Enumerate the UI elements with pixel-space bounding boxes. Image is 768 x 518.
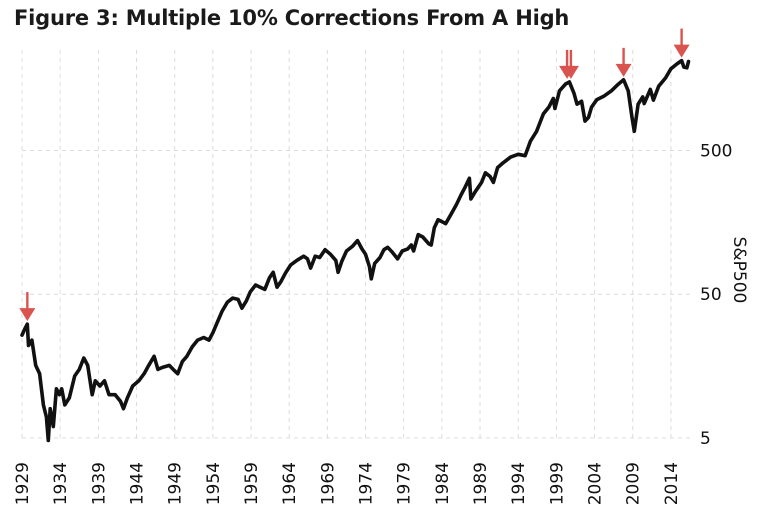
x-tick-label: 1974	[357, 462, 377, 505]
x-tick-label: 1954	[204, 462, 224, 505]
arrow-annotation	[562, 49, 579, 79]
arrow-annotation	[673, 28, 690, 58]
y-axis-label: S&P500	[729, 237, 749, 304]
grid	[21, 50, 690, 439]
y-axis-ticks: 5 50 500	[700, 141, 732, 449]
arrow-annotation	[19, 292, 36, 322]
y-tick-label: 500	[700, 141, 732, 161]
x-tick-label: 2014	[662, 462, 682, 505]
x-tick-label: 1949	[166, 462, 186, 505]
series-layer	[20, 58, 691, 443]
series-line	[20, 58, 691, 443]
arrow-annotation	[615, 47, 632, 77]
x-tick-label: 1939	[89, 462, 109, 505]
y-tick-label: 50	[700, 285, 722, 305]
x-tick-label: 1929	[13, 462, 33, 505]
x-axis-ticks: 1929 1934 1939 1944 1949 1954 1959 1964 1969 1974…	[13, 462, 682, 505]
x-tick-label: 1959	[242, 462, 262, 505]
x-tick-label: 1964	[280, 462, 300, 505]
x-tick-label: 1989	[471, 462, 491, 505]
x-tick-label: 1994	[509, 462, 529, 505]
y-tick-label: 5	[700, 429, 711, 449]
chart-title: Figure 3: Multiple 10% Corrections From …	[14, 6, 570, 30]
x-tick-label: 1984	[433, 462, 453, 505]
x-tick-label: 1934	[51, 462, 71, 505]
annotation-layer	[19, 28, 690, 322]
x-tick-label: 2009	[624, 462, 644, 505]
x-tick-label: 2004	[586, 462, 606, 505]
x-tick-label: 1999	[547, 462, 567, 505]
x-tick-label: 1969	[318, 462, 338, 505]
x-tick-label: 1979	[395, 462, 415, 505]
x-tick-label: 1944	[128, 462, 148, 505]
